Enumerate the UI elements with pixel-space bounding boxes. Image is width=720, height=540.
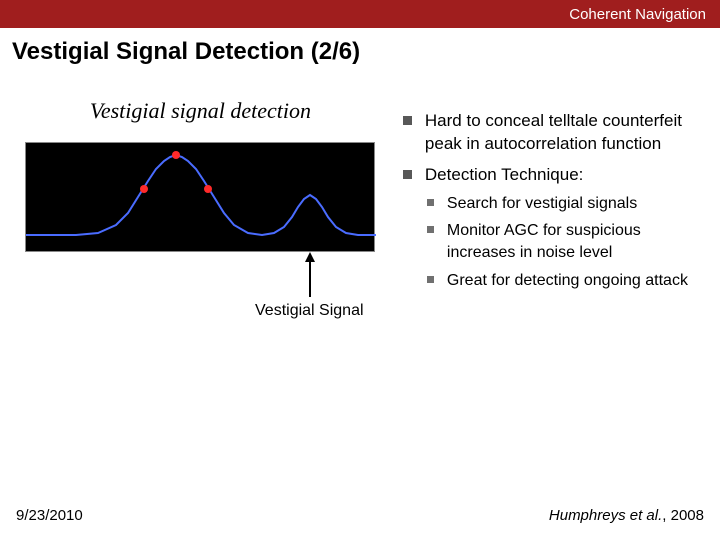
bullet-text: Hard to conceal telltale counterfeit pea… bbox=[425, 111, 682, 153]
annotation-arrow-wrap: Vestigial Signal bbox=[16, 252, 385, 322]
footer-citation: Humphreys et al., 2008 bbox=[549, 507, 704, 524]
sub-bullet-item: Great for detecting ongoing attack bbox=[425, 270, 704, 292]
footer-date: 9/23/2010 bbox=[16, 507, 83, 524]
correlation-chart bbox=[25, 142, 375, 252]
sub-bullet-list: Search for vestigial signals Monitor AGC … bbox=[425, 193, 704, 291]
arrow-line bbox=[309, 261, 311, 297]
bullets-column: Hard to conceal telltale counterfeit pea… bbox=[385, 98, 704, 322]
bullet-text: Detection Technique: bbox=[425, 165, 583, 184]
footer: 9/23/2010 Humphreys et al., 2008 bbox=[0, 507, 720, 524]
citation-year: 2008 bbox=[671, 507, 704, 524]
figure-title: Vestigial signal detection bbox=[90, 98, 311, 124]
bullet-list: Hard to conceal telltale counterfeit pea… bbox=[403, 110, 704, 291]
citation-sep: , bbox=[662, 507, 666, 524]
bullet-item: Detection Technique: Search for vestigial… bbox=[403, 164, 704, 291]
brand-text: Coherent Navigation bbox=[569, 6, 706, 23]
header-bar: Coherent Navigation bbox=[0, 0, 720, 28]
sub-bullet-item: Monitor AGC for suspicious increases in … bbox=[425, 220, 704, 263]
sub-bullet-item: Search for vestigial signals bbox=[425, 193, 704, 215]
content-area: Vestigial signal detection Vestigial Sig… bbox=[0, 66, 720, 322]
citation-author: Humphreys et al. bbox=[549, 507, 662, 524]
annotation-label: Vestigial Signal bbox=[255, 302, 364, 320]
figure-column: Vestigial signal detection Vestigial Sig… bbox=[16, 98, 385, 322]
bullet-item: Hard to conceal telltale counterfeit pea… bbox=[403, 110, 704, 156]
slide-title: Vestigial Signal Detection (2/6) bbox=[0, 28, 720, 66]
